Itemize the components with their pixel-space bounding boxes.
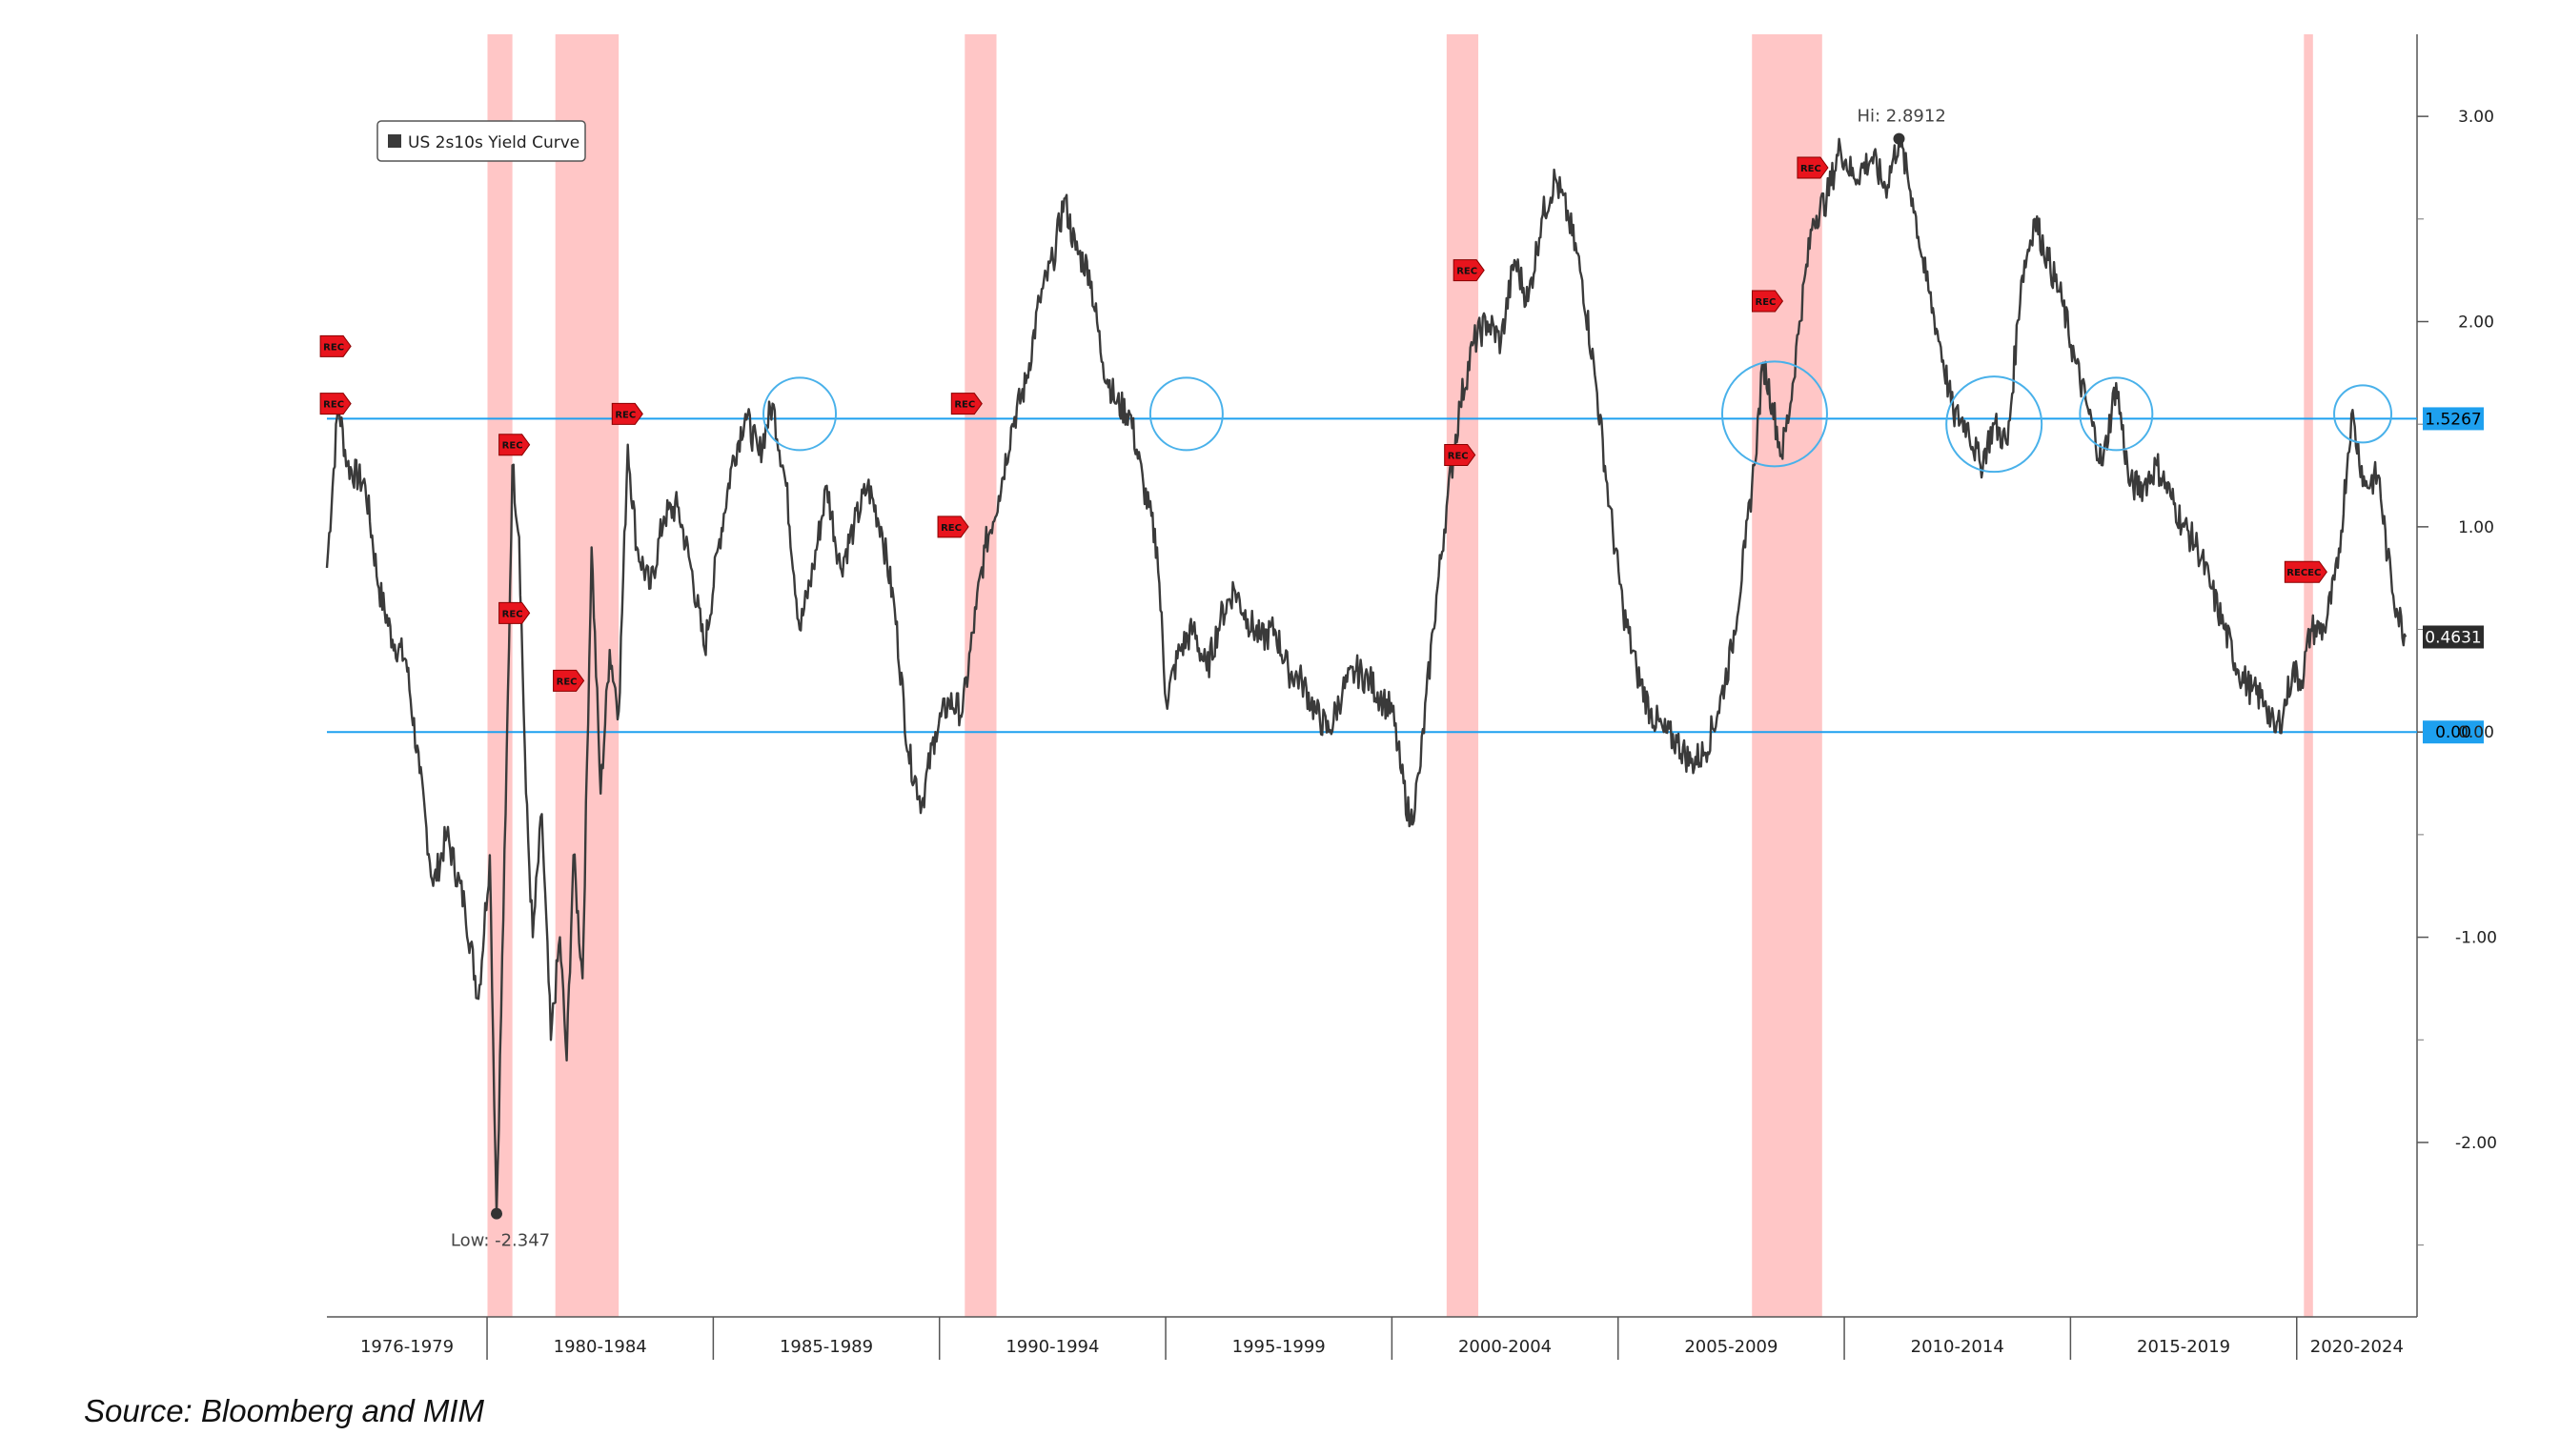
rec-marker <box>2284 560 2327 583</box>
highlight-circle <box>1148 376 1224 452</box>
rec-marker <box>553 669 585 692</box>
rec-marker <box>319 334 352 357</box>
recession-band <box>965 34 997 1317</box>
x-period-label: 1976-1979 <box>360 1337 454 1357</box>
rec-marker <box>1751 290 1784 313</box>
annotations: Hi: 2.8912 Low: -2.347 <box>451 107 1946 1251</box>
legend-box <box>376 120 586 162</box>
reference-tag <box>2423 720 2484 744</box>
x-period-label: 2015-2019 <box>2137 1337 2230 1357</box>
x-period-label: 2010-2014 <box>1911 1337 2004 1357</box>
rec-marker <box>498 601 531 624</box>
rec-marker-label: REC <box>557 677 578 687</box>
rec-marker-label: REC <box>502 441 523 452</box>
reference-tag-label: 0.00 <box>2435 723 2471 742</box>
rec-marker <box>937 516 969 538</box>
rec-markers: REC REC REC REC REC REC REC REC REC REC REC REC RECE… <box>319 156 2327 692</box>
y-tick-label: -1.00 <box>2455 929 2497 948</box>
rec-marker <box>498 434 531 456</box>
series-line <box>325 134 2408 1215</box>
rec-marker-label: REC <box>1448 451 1469 461</box>
x-period-label: 2020-2024 <box>2310 1337 2404 1357</box>
legend-swatch <box>388 134 401 148</box>
highlight-circles <box>762 360 2393 474</box>
rec-marker-label: REC <box>941 523 962 534</box>
rec-marker-label: REC <box>954 400 975 411</box>
rec-marker-label: REC <box>1756 297 1777 308</box>
y-tick-label: 2.00 <box>2458 313 2494 333</box>
rec-marker-label: REC <box>1456 267 1477 277</box>
rec-marker <box>950 393 983 415</box>
x-period-label: 2000-2004 <box>1458 1337 1552 1357</box>
x-period-label: 1995-1999 <box>1232 1337 1326 1357</box>
y-tick-label: -2.00 <box>2455 1134 2497 1153</box>
rec-marker-label: REC <box>615 410 636 420</box>
rec-marker <box>611 402 643 425</box>
annotation-label: Low: -2.347 <box>451 1231 550 1251</box>
highlight-circle <box>762 376 838 452</box>
y-tick-label: 1.00 <box>2458 518 2494 537</box>
rec-marker <box>319 393 352 415</box>
last-value-tag <box>2423 625 2484 649</box>
recession-band <box>2304 34 2313 1317</box>
x-period-label: 1990-1994 <box>1006 1337 1099 1357</box>
highlight-circle <box>2079 376 2154 452</box>
rec-marker-label: RECEC <box>2286 568 2321 578</box>
rec-marker-label: REC <box>323 400 344 411</box>
recession-band <box>1446 34 1479 1317</box>
rec-marker-label: REC <box>323 342 344 353</box>
reference-tag-label: 1.5267 <box>2425 410 2481 429</box>
reference-lines: 1.5267 0.00 0.4631 <box>327 407 2484 744</box>
rec-marker <box>1444 443 1476 466</box>
rec-marker-label: REC <box>1800 164 1821 174</box>
series-layer <box>325 134 2408 1215</box>
rec-marker <box>1797 156 1829 179</box>
x-period-label: 2005-2009 <box>1684 1337 1778 1357</box>
rec-marker <box>1453 259 1485 282</box>
rec-marker-label: REC <box>502 609 523 619</box>
source-note: Source: Bloomberg and MIM <box>84 1393 485 1428</box>
x-period-label: 1980-1984 <box>554 1337 647 1357</box>
annotation-point <box>1893 132 1905 145</box>
annotation-label: Hi: 2.8912 <box>1857 107 1945 127</box>
reference-tag <box>2423 407 2484 431</box>
chart-legend: US 2s10s Yield Curve <box>376 120 586 162</box>
legend-label: US 2s10s Yield Curve <box>408 133 579 152</box>
highlight-circle <box>2333 384 2393 444</box>
highlight-circle <box>1945 375 2043 474</box>
y-tick-label: 3.00 <box>2458 108 2494 127</box>
y-tick-label: 0.00 <box>2458 723 2494 742</box>
last-value-label: 0.4631 <box>2425 628 2481 647</box>
annotation-point <box>491 1207 503 1220</box>
axis-labels: 3.00 2.00 1.00 0.00 -1.00 -2.00 1976-1979 1980-… <box>360 108 2497 1357</box>
axes <box>327 34 2428 1360</box>
x-period-label: 1985-1989 <box>780 1337 873 1357</box>
highlight-circle <box>1720 360 1828 468</box>
